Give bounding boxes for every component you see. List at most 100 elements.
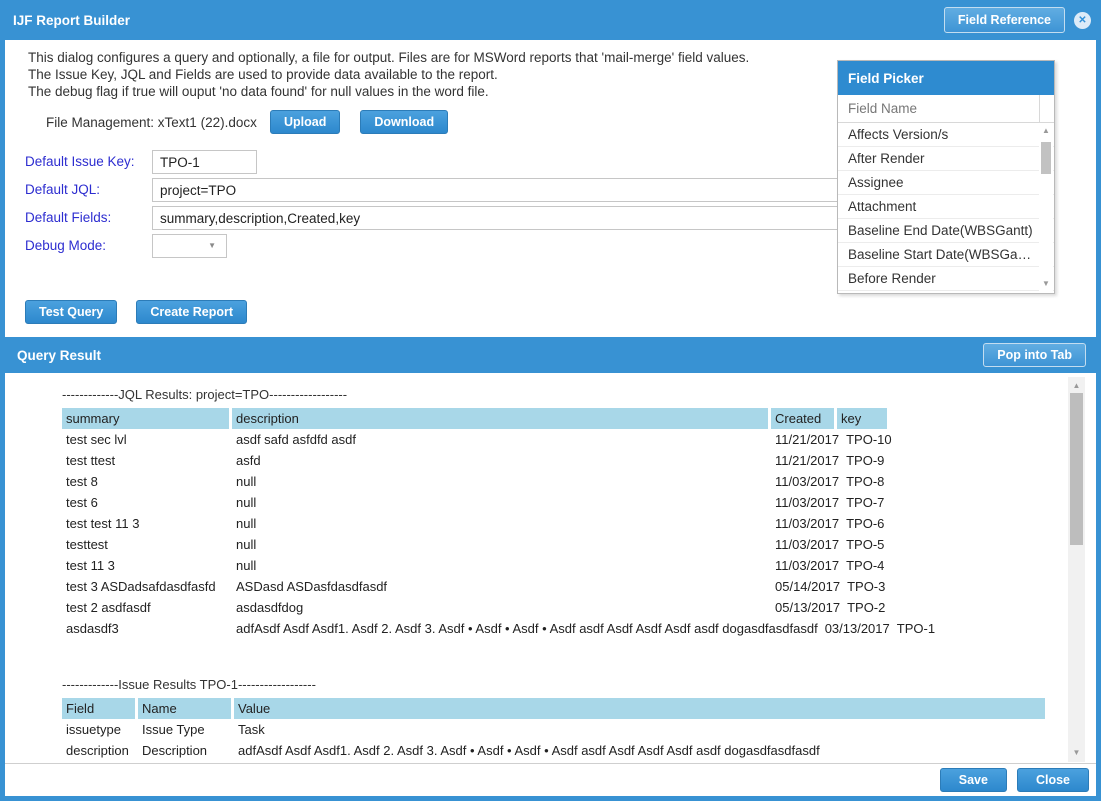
jql-results-table-header: summary description Created key bbox=[62, 408, 1096, 429]
cell-summary: test 8 bbox=[66, 474, 98, 489]
field-picker-panel: Field Picker Field Name Affects Version/… bbox=[837, 60, 1055, 294]
scroll-up-icon[interactable]: ▲ bbox=[1072, 381, 1081, 390]
issue-key-row: Default Issue Key: bbox=[25, 150, 257, 174]
field-reference-button[interactable]: Field Reference bbox=[943, 7, 1065, 33]
download-button[interactable]: Download bbox=[360, 110, 449, 134]
jql-result-row: test 11 3 null 11/03/2017 TPO-4 bbox=[62, 555, 1096, 576]
fields-row: Default Fields: bbox=[25, 206, 845, 230]
cell-created: 11/21/2017 bbox=[775, 432, 840, 447]
field-picker-column-header: Field Name bbox=[838, 95, 1054, 123]
field-picker-item[interactable]: Assignee bbox=[838, 171, 1054, 195]
cell-key: TPO-10 bbox=[846, 432, 892, 447]
jql-result-row: test test 11 3 null 11/03/2017 TPO-6 bbox=[62, 513, 1096, 534]
file-management-label: File Management: xText1 (22).docx bbox=[46, 114, 257, 130]
results-scrollbar[interactable]: ▲ ▼ bbox=[1068, 377, 1085, 762]
pop-into-tab-button[interactable]: Pop into Tab bbox=[983, 343, 1086, 367]
field-picker-list: Affects Version/s After Render Assignee … bbox=[838, 123, 1054, 293]
query-results-content: -------------JQL Results: project=TPO---… bbox=[5, 373, 1096, 763]
jql-result-row: test 8 null 11/03/2017 TPO-8 bbox=[62, 471, 1096, 492]
debug-mode-label: Debug Mode: bbox=[25, 238, 107, 253]
cell-created: 11/03/2017 bbox=[775, 474, 840, 489]
cell-description: asdasdfdog bbox=[236, 600, 304, 615]
cell-value: Task bbox=[238, 722, 265, 737]
cell-created: 05/14/2017 bbox=[775, 579, 841, 594]
field-picker-item[interactable]: Baseline Start Date(WBSGa… bbox=[838, 243, 1054, 267]
intro-line-2: The Issue Key, JQL and Fields are used t… bbox=[28, 67, 498, 82]
intro-line-1: This dialog configures a query and optio… bbox=[28, 50, 750, 65]
cell-description: null bbox=[236, 474, 257, 489]
cell-description: null bbox=[236, 516, 257, 531]
jql-result-row: test sec lvl asdf safd asfdfd asdf 11/21… bbox=[62, 429, 1096, 450]
cell-created: 11/03/2017 bbox=[775, 537, 840, 552]
cell-key: TPO-3 bbox=[847, 579, 886, 594]
cell-key: TPO-1 bbox=[896, 621, 936, 636]
jql-result-row: test 3 ASDadsafdasdfasfd ASDasd ASDasfda… bbox=[62, 576, 1096, 597]
cell-field: description bbox=[66, 743, 129, 758]
cell-name: Description bbox=[142, 743, 208, 758]
issue-result-row: issuetype Issue Type Task bbox=[62, 719, 1096, 740]
cell-key: TPO-7 bbox=[846, 495, 885, 510]
cell-description: asdf safd asfdfd asdf bbox=[236, 432, 356, 447]
cell-key: TPO-5 bbox=[846, 537, 885, 552]
field-picker-item[interactable]: Affects Version/s bbox=[838, 123, 1054, 147]
field-picker-item[interactable]: Attachment bbox=[838, 195, 1054, 219]
close-button[interactable]: Close bbox=[1016, 768, 1089, 792]
upload-button[interactable]: Upload bbox=[270, 110, 341, 134]
dialog-footer: Save Close bbox=[5, 763, 1096, 796]
dialog-title: IJF Report Builder bbox=[13, 12, 131, 28]
column-header-summary: summary bbox=[62, 408, 229, 429]
field-name-column-label: Field Name bbox=[838, 95, 1040, 122]
jql-input[interactable] bbox=[152, 178, 845, 202]
issue-key-input[interactable] bbox=[152, 150, 257, 174]
field-picker-item[interactable]: Baseline End Date(WBSGantt) bbox=[838, 219, 1054, 243]
cell-description: null bbox=[236, 537, 257, 552]
cell-summary: test 2 asdfasdf bbox=[66, 600, 151, 615]
issue-results-block: -------------Issue Results TPO-1--------… bbox=[62, 676, 1096, 763]
debug-mode-select[interactable]: ▼ bbox=[152, 234, 227, 258]
jql-results-rows: test sec lvl asdf safd asfdfd asdf 11/21… bbox=[62, 429, 1096, 639]
save-button[interactable]: Save bbox=[939, 768, 1007, 792]
jql-row: Default JQL: bbox=[25, 178, 845, 202]
column-header-created: Created bbox=[771, 408, 834, 429]
cell-key: TPO-9 bbox=[846, 453, 885, 468]
query-result-title: Query Result bbox=[17, 347, 102, 363]
column-header-value: Value bbox=[234, 698, 1045, 719]
fields-input[interactable] bbox=[152, 206, 845, 230]
issue-key-label: Default Issue Key: bbox=[25, 154, 135, 169]
cell-value: adfAsdf Asdf Asdf1. Asdf 2. Asdf 3. Asdf… bbox=[238, 743, 820, 758]
intro-line-3: The debug flag if true will ouput 'no da… bbox=[28, 84, 489, 99]
jql-result-row: asdasdf3 adfAsdf Asdf Asdf1. Asdf 2. Asd… bbox=[62, 618, 1096, 639]
scroll-down-icon[interactable]: ▼ bbox=[1042, 279, 1050, 288]
file-management-row: File Management: xText1 (22).docx Upload… bbox=[46, 110, 449, 134]
cell-summary: test 11 3 bbox=[66, 558, 115, 573]
fields-label: Default Fields: bbox=[25, 210, 112, 225]
query-results-area: -------------JQL Results: project=TPO---… bbox=[5, 373, 1096, 763]
cell-description: adfAsdf Asdf Asdf1. Asdf 2. Asdf 3. Asdf… bbox=[236, 621, 818, 636]
create-report-button[interactable]: Create Report bbox=[136, 300, 248, 324]
dialog-body: This dialog configures a query and optio… bbox=[5, 40, 1096, 796]
cell-key: TPO-4 bbox=[846, 558, 885, 573]
cell-summary: test 6 bbox=[66, 495, 98, 510]
field-picker-item[interactable]: Before Render bbox=[838, 267, 1054, 291]
results-scroll-thumb[interactable] bbox=[1070, 393, 1083, 545]
query-result-header: Query Result Pop into Tab bbox=[5, 337, 1096, 373]
cell-created: 03/13/2017 bbox=[824, 621, 890, 636]
test-query-button[interactable]: Test Query bbox=[25, 300, 118, 324]
dialog-titlebar: IJF Report Builder Field Reference ✕ bbox=[0, 0, 1101, 40]
jql-label: Default JQL: bbox=[25, 182, 101, 197]
close-icon[interactable]: ✕ bbox=[1074, 11, 1091, 29]
cell-created: 05/13/2017 bbox=[775, 600, 841, 615]
field-picker-item[interactable]: After Render bbox=[838, 147, 1054, 171]
field-picker-scrollbar[interactable]: ▲ ▼ bbox=[1039, 124, 1053, 293]
jql-results-separator: -------------JQL Results: project=TPO---… bbox=[62, 387, 348, 402]
cell-summary: test test 11 3 bbox=[66, 516, 140, 531]
cell-summary: testtest bbox=[66, 537, 108, 552]
cell-created: 11/03/2017 bbox=[775, 558, 840, 573]
field-picker-title: Field Picker bbox=[838, 61, 1054, 95]
issue-results-rows: issuetype Issue Type Task description De… bbox=[62, 719, 1096, 763]
scroll-up-icon[interactable]: ▲ bbox=[1042, 126, 1050, 135]
scroll-down-icon[interactable]: ▼ bbox=[1072, 748, 1081, 757]
column-header-name: Name bbox=[138, 698, 231, 719]
cell-summary: test 3 ASDadsafdasdfasfd bbox=[66, 579, 216, 594]
field-picker-scroll-thumb[interactable] bbox=[1041, 142, 1051, 174]
